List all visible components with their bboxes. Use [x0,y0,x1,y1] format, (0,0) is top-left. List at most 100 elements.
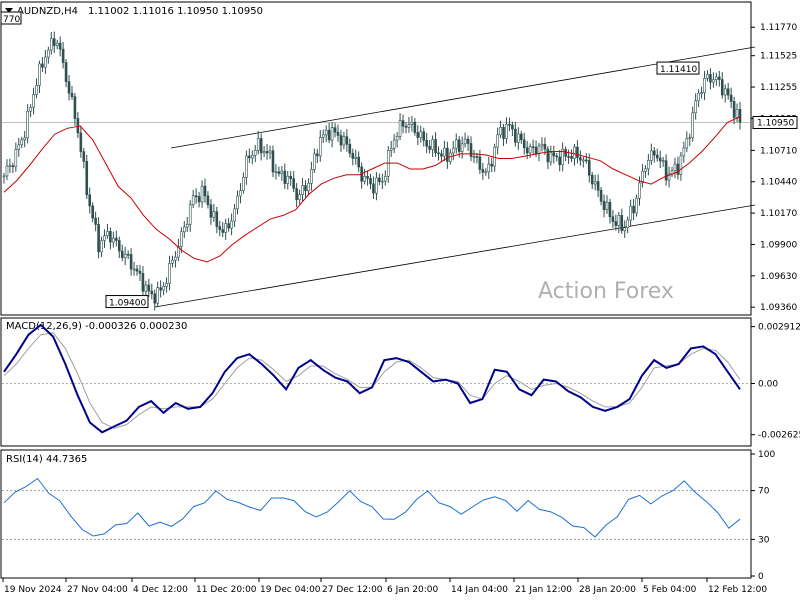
time-tick-label: 4 Dec 12:00 [133,585,188,595]
candle-body [579,157,582,161]
candle-body [313,153,316,170]
candle-body [292,178,295,189]
macd-tick-label: -0.002625 [758,431,800,441]
candle-body [712,79,715,83]
candle-body [416,132,420,138]
candle-body [549,152,553,163]
candle-body [413,121,417,133]
candle-body [437,152,440,155]
time-tick-label: 14 Jan 04:00 [451,585,508,595]
candle-body [528,146,532,154]
candle-body [123,253,127,258]
candle-body [8,165,12,168]
candle-body [540,143,544,147]
candle-body [79,132,83,152]
candle-body [348,143,352,154]
candle-body [384,175,387,182]
candle-body [197,196,201,203]
candle-body [330,127,334,141]
dropdown-arrow-icon[interactable] [5,8,13,13]
candle-body [454,139,458,149]
candle-body [688,137,692,139]
symbol-label: AUDNZD,H4 [17,6,78,17]
candle-body [245,155,248,178]
candle-body [120,250,124,258]
candle-body [209,204,213,218]
candle-body [298,194,301,200]
candle-body [700,92,703,94]
candle-body [641,171,644,184]
candle-body [49,38,53,51]
candle-body [425,139,428,147]
candle-body [14,149,18,167]
time-tick-label: 19 Dec 04:00 [260,585,321,595]
candle-body [354,156,358,159]
candle-body [602,200,606,211]
candle-body [587,160,591,176]
candle-body [132,268,136,271]
candle-body [582,159,585,162]
candle-body [103,235,106,241]
candle-body [517,133,520,143]
candle-body [475,156,479,158]
rsi-tick-label: 70 [758,487,770,497]
candle-body [691,112,695,138]
macd-signal-line [3,332,741,429]
price-panel-frame [0,1,752,316]
candle-body [283,170,287,184]
candle-body [117,240,121,252]
candle-body [534,146,538,155]
candle-body [658,157,662,162]
time-tick-label: 27 Nov 04:00 [67,585,128,595]
candle-body [395,136,399,141]
price-tick-label: 1.11255 [760,83,797,93]
ma-line [3,116,741,263]
candle-body [2,175,6,178]
candle-body [318,137,322,157]
rsi-tick-label: 100 [758,450,775,460]
candle-body [191,195,195,206]
candle-body [224,223,227,233]
candle-body [522,139,526,148]
candle-body [694,100,697,114]
candle-body [726,88,730,96]
time-tick-label: 5 Feb 04:00 [643,585,697,595]
rsi-tick-label: 30 [758,535,770,545]
candle-body [183,226,186,233]
candle-body [709,74,712,83]
candle-body [218,226,222,230]
candle-body [301,185,304,195]
candle-body [47,49,50,58]
price-tick-label: 1.11770 [760,23,797,33]
price-axis: 1.117701.115251.112551.109851.107101.104… [2,23,798,313]
candle-body [363,176,366,182]
candle-body [460,143,464,152]
candle-body [404,125,408,128]
candle-body [478,156,482,170]
candle-body [499,127,502,136]
candle-body [5,165,9,177]
candle-body [472,156,476,158]
candle-body [295,188,298,200]
time-tick-label: 19 Nov 2024 [4,585,62,595]
candle-body [673,163,677,172]
candle-body [91,205,94,219]
candle-body [732,101,736,118]
candle-body [661,160,665,162]
channel-lower-line [154,204,756,308]
candle-body [596,181,600,191]
candle-body [369,178,372,185]
candle-body [310,169,313,184]
candle-body [632,205,635,214]
watermark: Action Forex [538,279,674,304]
candle-body [52,38,56,46]
candle-body [357,156,360,168]
candle-body [443,147,446,157]
candle-body [466,138,470,144]
candle-body [61,48,65,63]
price-tick-label: 1.10440 [760,178,797,188]
candle-body [679,155,683,175]
candle-body [573,146,576,159]
candle-body [141,273,145,292]
candle-body [180,231,183,247]
